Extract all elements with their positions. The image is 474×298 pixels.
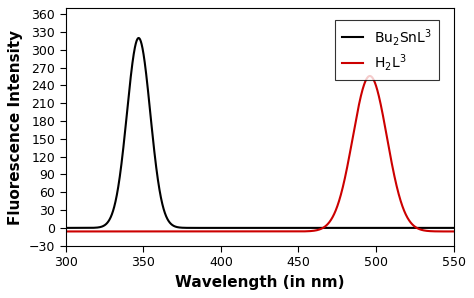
H$_2$L$^3$: [107, 230, 113, 233]
H$_2$L$^3$: [130, 230, 136, 233]
Bu$_2$SnL$^3$: [212, 226, 218, 230]
H$_2$L$^3$: [443, 230, 449, 233]
Bu$_2$SnL$^3$: [130, 58, 136, 61]
Legend: Bu$_2$SnL$^3$, H$_2$L$^3$: Bu$_2$SnL$^3$, H$_2$L$^3$: [335, 20, 439, 80]
H$_2$L$^3$: [367, 74, 373, 78]
Line: Bu$_2$SnL$^3$: Bu$_2$SnL$^3$: [66, 38, 454, 228]
Bu$_2$SnL$^3$: [451, 226, 456, 230]
Bu$_2$SnL$^3$: [107, 217, 113, 221]
Line: H$_2$L$^3$: H$_2$L$^3$: [66, 76, 454, 232]
H$_2$L$^3$: [451, 230, 456, 233]
Bu$_2$SnL$^3$: [401, 226, 407, 230]
H$_2$L$^3$: [211, 230, 217, 233]
Y-axis label: Fluorescence Intensity: Fluorescence Intensity: [9, 30, 23, 225]
Bu$_2$SnL$^3$: [63, 226, 69, 230]
H$_2$L$^3$: [228, 230, 234, 233]
H$_2$L$^3$: [63, 230, 69, 233]
Bu$_2$SnL$^3$: [443, 226, 449, 230]
X-axis label: Wavelength (in nm): Wavelength (in nm): [175, 275, 345, 290]
H$_2$L$^3$: [401, 209, 407, 213]
Bu$_2$SnL$^3$: [136, 36, 142, 40]
Bu$_2$SnL$^3$: [228, 226, 234, 230]
